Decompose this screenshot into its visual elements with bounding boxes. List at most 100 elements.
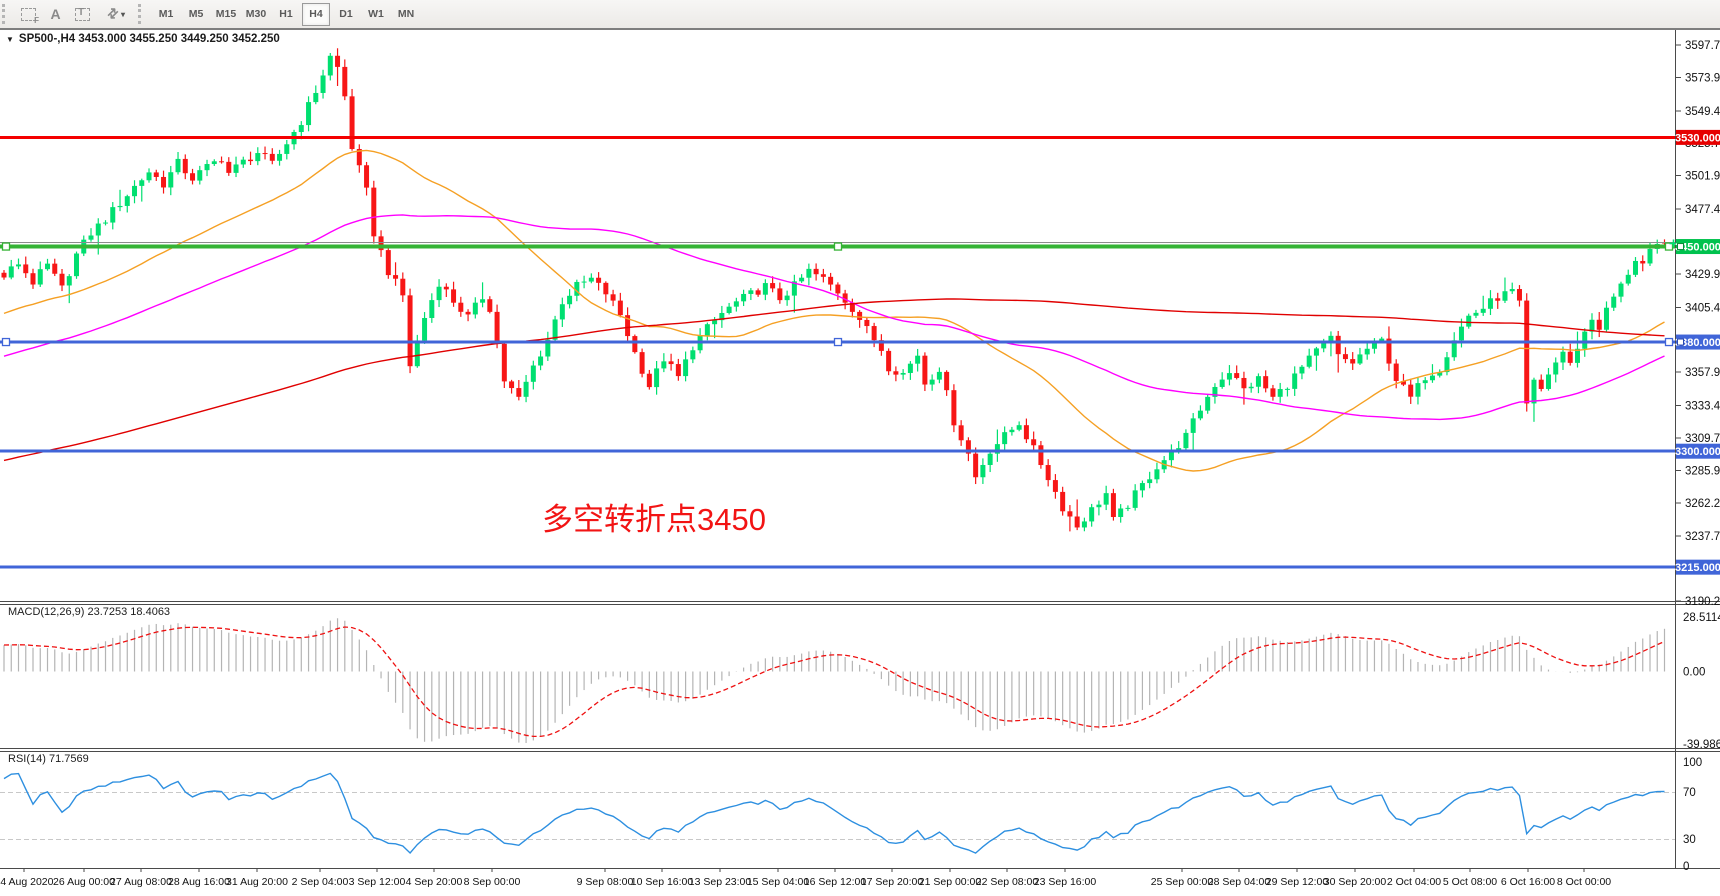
svg-text:16 Sep 12:00: 16 Sep 12:00 [804, 876, 867, 888]
line-handle[interactable] [1, 242, 11, 251]
svg-text:3 Sep 12:00: 3 Sep 12:00 [349, 876, 406, 888]
chart-text-annotation[interactable]: 多空转折点3450 [542, 502, 766, 537]
svg-text:3549.480: 3549.480 [1685, 106, 1720, 118]
svg-text:3333.480: 3333.480 [1685, 401, 1720, 413]
rsi-panel [0, 772, 1675, 855]
svg-text:26 Aug 00:00: 26 Aug 00:00 [53, 876, 115, 888]
candlestick-series [1, 48, 1667, 532]
svg-text:3190.200: 3190.200 [1685, 596, 1720, 608]
svg-text:3573.960: 3573.960 [1685, 72, 1720, 84]
line-handle[interactable] [1664, 337, 1674, 347]
svg-text:15 Sep 04:00: 15 Sep 04:00 [747, 876, 810, 888]
timeframe-button-m15[interactable]: M15 [215, 7, 237, 20]
svg-text:3597.720: 3597.720 [1685, 40, 1720, 52]
svg-text:3237.720: 3237.720 [1685, 531, 1720, 543]
moving-average-line-34 [3, 149, 1665, 472]
timeframe-button-d1[interactable]: D1 [339, 7, 353, 20]
svg-text:4 Sep 20:00: 4 Sep 20:00 [406, 876, 463, 888]
svg-text:3309.720: 3309.720 [1685, 433, 1720, 445]
svg-text:30 Sep 20:00: 30 Sep 20:00 [1324, 876, 1387, 888]
symbol-ohlc-text: SP500-,H4 3453.000 3455.250 3449.250 345… [18, 33, 280, 45]
selection-box-button[interactable]: F [15, 2, 42, 26]
svg-text:3357.960: 3357.960 [1685, 367, 1720, 379]
svg-text:27 Aug 08:00: 27 Aug 08:00 [110, 876, 172, 888]
svg-text:5 Oct 08:00: 5 Oct 08:00 [1443, 876, 1497, 888]
svg-text:29 Sep 12:00: 29 Sep 12:00 [1266, 876, 1329, 888]
svg-text:8 Oct 00:00: 8 Oct 00:00 [1557, 876, 1611, 888]
svg-text:70: 70 [1683, 787, 1696, 799]
svg-text:3501.960: 3501.960 [1685, 171, 1720, 183]
text-label-icon: A [50, 6, 61, 22]
macd-scale: 28.5114 0.00 -39.9869 [1683, 612, 1720, 751]
svg-text:0.00: 0.00 [1683, 667, 1705, 679]
macd-indicator-label: MACD(12,26,9) 23.7253 18.4063 [8, 606, 171, 618]
svg-text:3285.960: 3285.960 [1685, 465, 1720, 477]
svg-text:28 Aug 16:00: 28 Aug 16:00 [168, 876, 230, 888]
horizontal-line-objects[interactable] [0, 135, 1675, 569]
toolbar-drag-grip[interactable] [2, 4, 12, 24]
svg-text:3450.000: 3450.000 [1675, 242, 1720, 254]
svg-text:3530.000: 3530.000 [1675, 132, 1720, 144]
timeframe-toolbar: M1 M5 M15 M30 H1 H4 D1 W1 MN [151, 0, 421, 28]
moving-average-line-200 [3, 298, 1665, 462]
price-scale-badges: 3530.000 3450.000 3380.000 3300.000 3215.000 [1675, 129, 1720, 575]
macd-histogram [3, 618, 1666, 743]
svg-text:3429.960: 3429.960 [1685, 269, 1720, 281]
svg-text:17 Sep 20:00: 17 Sep 20:00 [861, 876, 924, 888]
moving-average-line-72 [3, 214, 1665, 421]
timeframe-button-m5[interactable]: M5 [188, 7, 204, 20]
svg-text:24 Aug 2020: 24 Aug 2020 [0, 876, 54, 888]
svg-text:28.5114: 28.5114 [1683, 612, 1720, 624]
svg-text:9 Sep 08:00: 9 Sep 08:00 [577, 876, 634, 888]
svg-text:30: 30 [1683, 834, 1696, 846]
svg-text:3405.480: 3405.480 [1685, 302, 1720, 314]
timeframe-button-mn[interactable]: MN [397, 7, 415, 20]
svg-text:10 Sep 16:00: 10 Sep 16:00 [631, 876, 694, 888]
svg-text:8 Sep 00:00: 8 Sep 00:00 [464, 876, 521, 888]
svg-text:31 Aug 20:00: 31 Aug 20:00 [226, 876, 288, 888]
svg-text:-39.9869: -39.9869 [1683, 739, 1720, 751]
line-handle[interactable] [833, 242, 843, 251]
svg-text:3380.000: 3380.000 [1675, 337, 1720, 349]
svg-text:21 Sep 00:00: 21 Sep 00:00 [919, 876, 982, 888]
arrow-style-button[interactable]: ⇅ ▾ [96, 2, 136, 26]
svg-text:25 Sep 00:00: 25 Sep 00:00 [1151, 876, 1214, 888]
toolbar-drag-grip[interactable] [138, 4, 148, 24]
svg-text:22 Sep 08:00: 22 Sep 08:00 [976, 876, 1039, 888]
timeframe-button-h1[interactable]: H1 [279, 7, 293, 20]
timeframe-button-m30[interactable]: M30 [245, 7, 267, 20]
svg-text:3215.000: 3215.000 [1675, 562, 1720, 574]
svg-text:100: 100 [1683, 757, 1702, 769]
toolbar: F A T ⇅ ▾ M1 M5 M15 M30 H1 H4 D1 W1 MN [0, 0, 1720, 30]
svg-text:28 Sep 04:00: 28 Sep 04:00 [1208, 876, 1271, 888]
timeframe-button-m1[interactable]: M1 [158, 7, 174, 20]
line-handle[interactable] [1, 337, 11, 347]
svg-text:6 Oct 16:00: 6 Oct 16:00 [1501, 876, 1555, 888]
text-label-button[interactable]: A [42, 2, 69, 26]
svg-text:3262.200: 3262.200 [1685, 498, 1720, 510]
chevron-down-icon[interactable]: ▼ [6, 35, 14, 44]
text-box-button[interactable]: T [69, 2, 96, 26]
symbol-ohlc-info: ▼ SP500-,H4 3453.000 3455.250 3449.250 34… [6, 33, 280, 45]
svg-text:3477.480: 3477.480 [1685, 204, 1720, 216]
line-handle[interactable] [1664, 242, 1674, 251]
rsi-indicator-label: RSI(14) 71.7569 [8, 753, 89, 765]
panel-borders [0, 30, 1720, 869]
selection-box-icon: F [21, 7, 39, 25]
macd-signal-line [3, 626, 1665, 738]
svg-text:0: 0 [1683, 861, 1689, 873]
dropdown-arrow-icon[interactable]: ▾ [120, 9, 125, 19]
timeframe-button-w1[interactable]: W1 [368, 7, 384, 20]
svg-text:2 Sep 04:00: 2 Sep 04:00 [292, 876, 349, 888]
svg-text:23 Sep 16:00: 23 Sep 16:00 [1034, 876, 1097, 888]
svg-text:2 Oct 04:00: 2 Oct 04:00 [1387, 876, 1441, 888]
line-handle[interactable] [833, 337, 843, 347]
svg-text:13 Sep 23:00: 13 Sep 23:00 [689, 876, 752, 888]
timeframe-button-h4[interactable]: H4 [302, 2, 330, 26]
svg-text:3300.000: 3300.000 [1675, 446, 1720, 458]
text-box-icon: T [75, 7, 90, 21]
rsi-scale: 100 70 30 0 [1683, 757, 1702, 873]
